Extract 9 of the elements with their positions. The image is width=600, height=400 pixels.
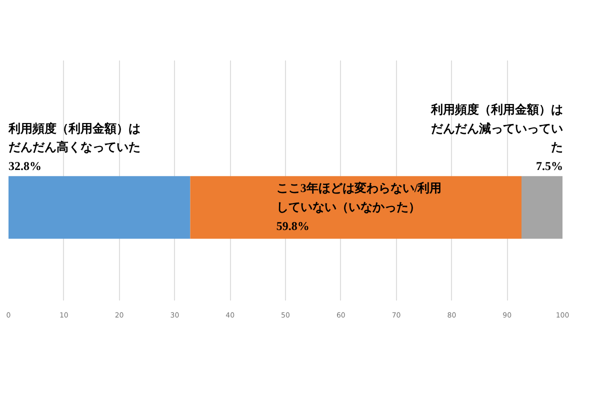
data-label: 7.5% (536, 159, 564, 174)
series-label: 利用頻度（利用金額）はだんだん高くなっていた (8, 121, 140, 154)
series-label: 利用頻度（利用金額）はだんだん減っていっていた (430, 102, 564, 154)
series-label: ここ3年ほどは変わらない/利用していない（いなかった） (276, 180, 442, 214)
data-label: 59.8% (276, 218, 310, 233)
bar (190, 176, 522, 239)
bar (8, 176, 190, 239)
data-label: 32.8% (8, 159, 42, 174)
bar (522, 176, 562, 239)
